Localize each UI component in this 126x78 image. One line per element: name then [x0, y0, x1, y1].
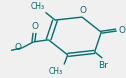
- Text: O: O: [15, 43, 22, 52]
- Text: O: O: [31, 22, 38, 31]
- Text: CH₃: CH₃: [30, 2, 44, 11]
- Text: O: O: [119, 26, 126, 35]
- Text: CH₃: CH₃: [49, 67, 63, 76]
- Text: O: O: [80, 6, 87, 15]
- Text: Br: Br: [99, 61, 108, 70]
